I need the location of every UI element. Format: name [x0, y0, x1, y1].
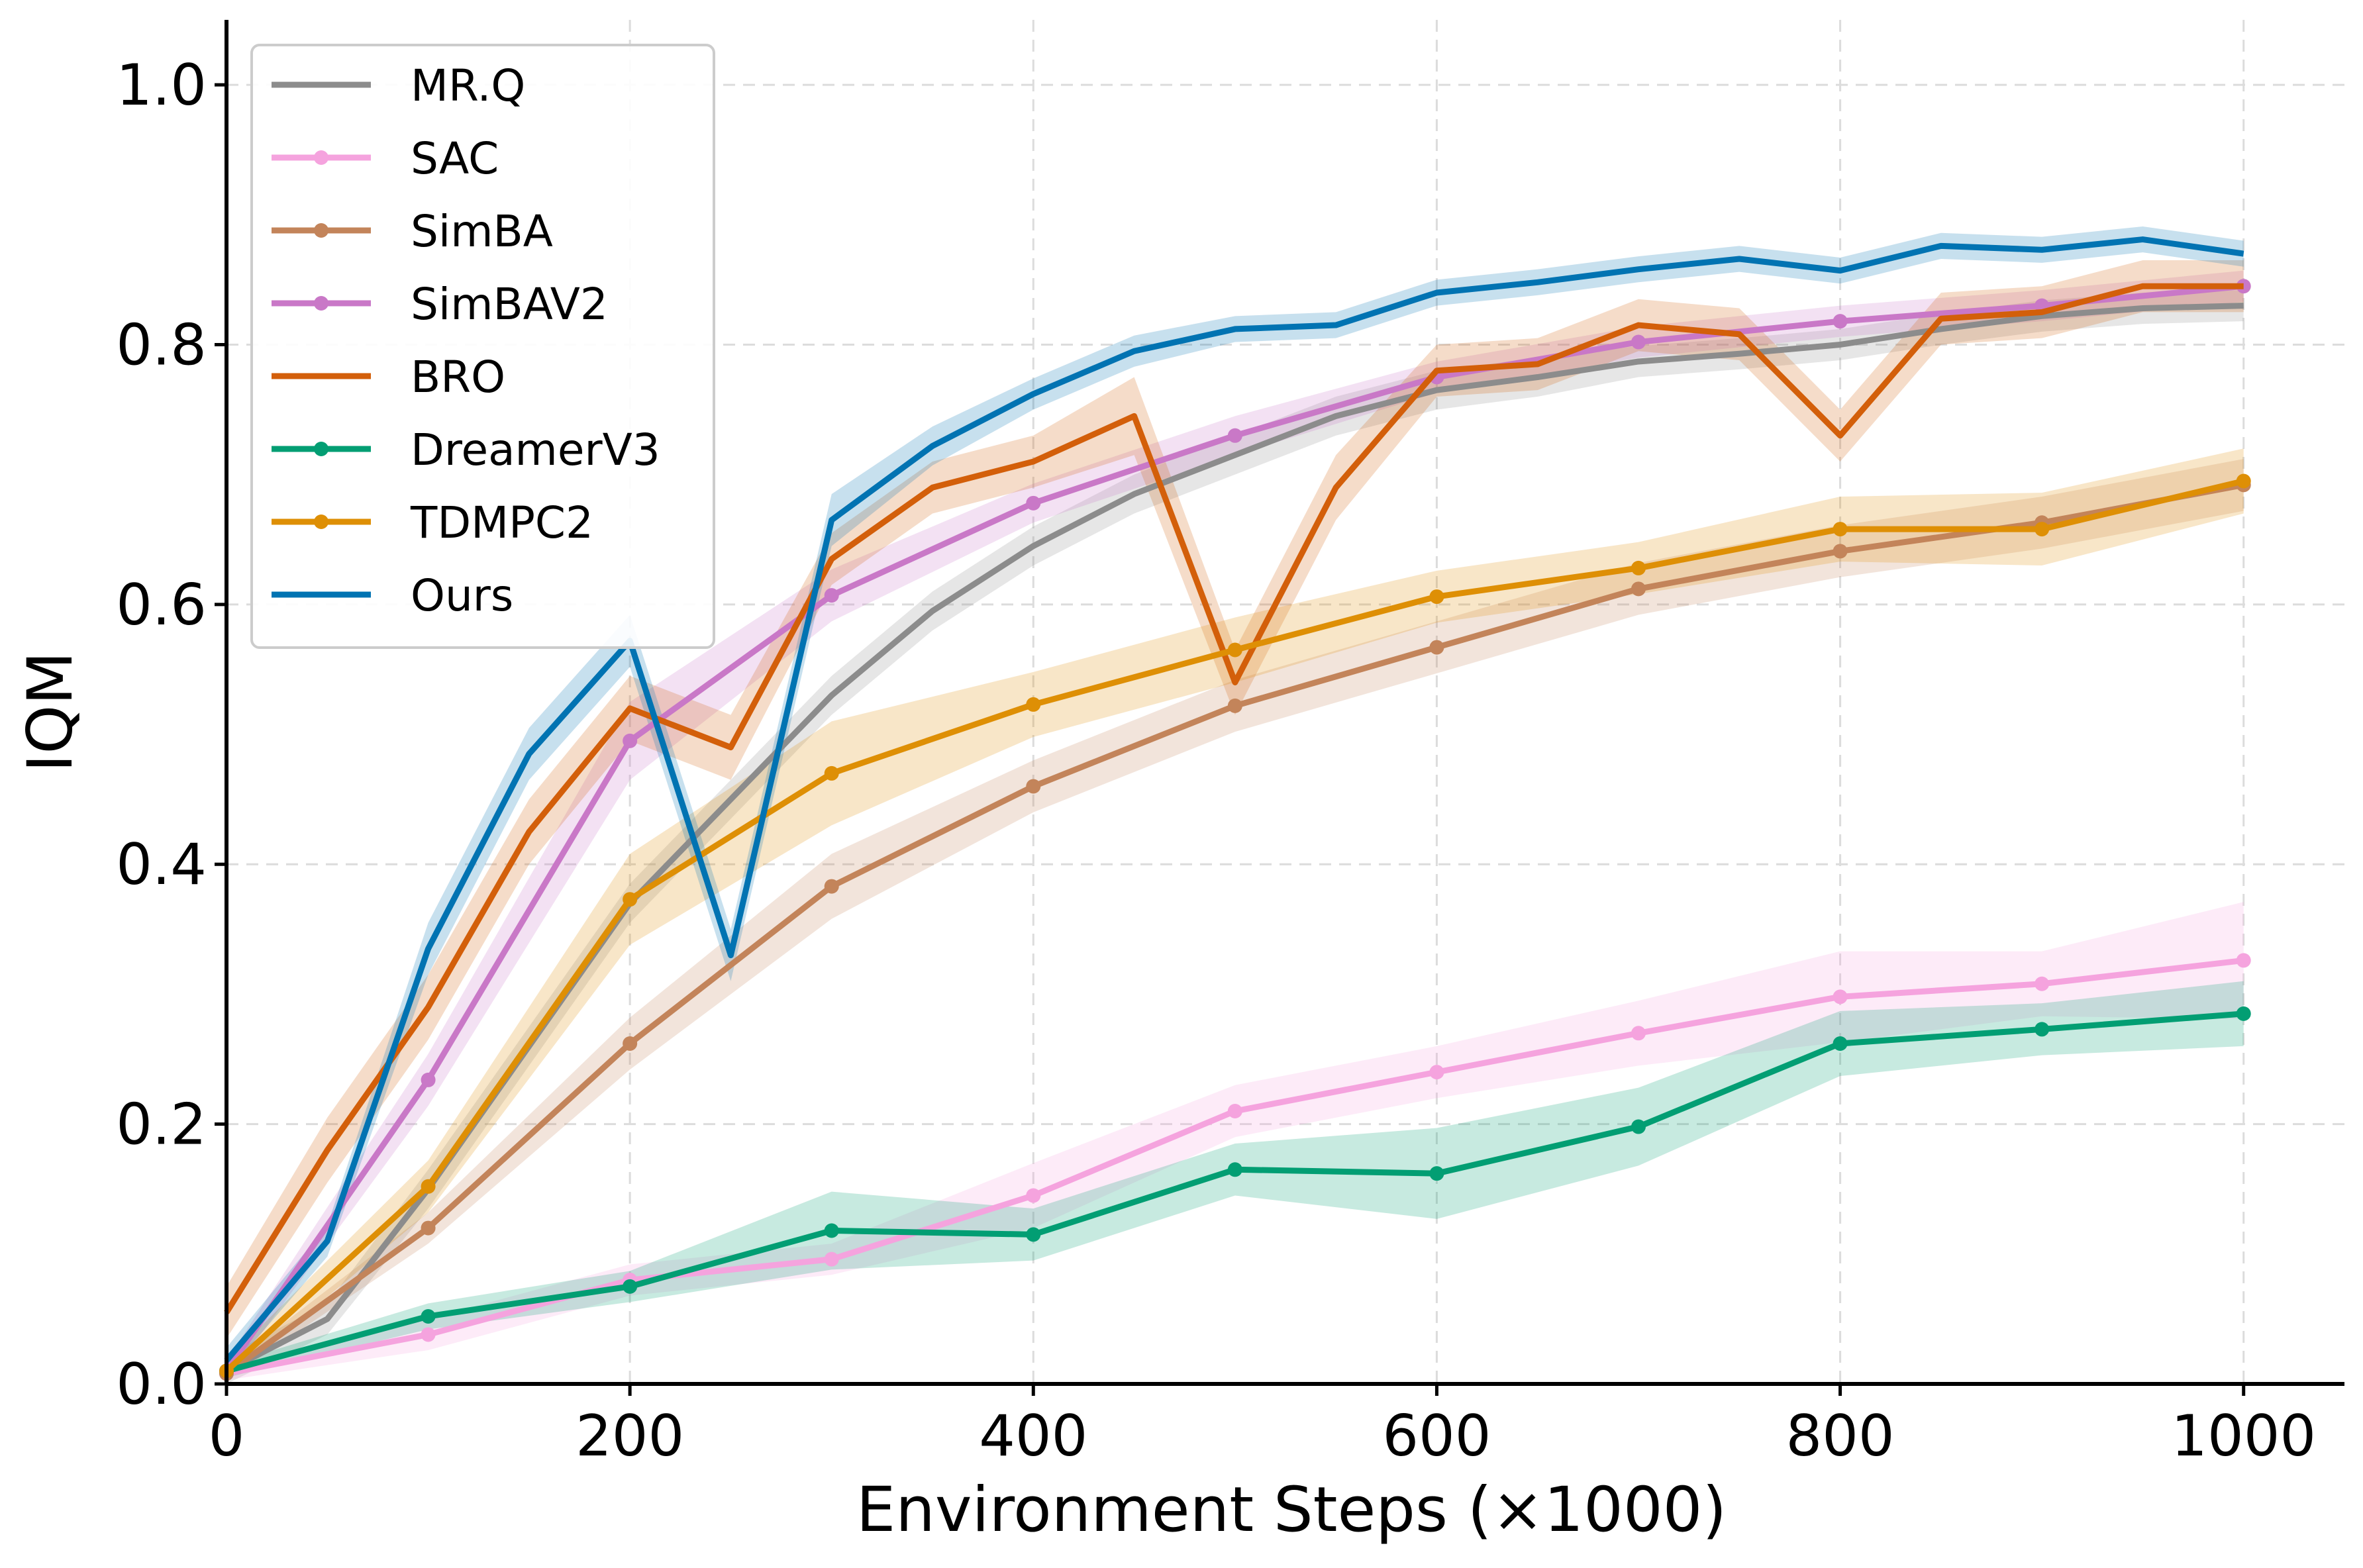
data-point [824, 1251, 839, 1267]
data-point [1833, 1036, 1848, 1051]
data-point [1833, 314, 1848, 329]
data-point [1631, 560, 1646, 575]
data-point [1631, 581, 1646, 597]
legend-label: SimBA [411, 206, 553, 257]
y-tick-label: 0.4 [116, 832, 207, 898]
x-tick-label: 400 [979, 1403, 1087, 1469]
legend-marker [314, 514, 328, 529]
x-axis-title: Environment Steps (×1000) [856, 1474, 1727, 1546]
confidence-band [226, 448, 2244, 1382]
x-tick-label: 800 [1785, 1403, 1894, 1469]
y-axis-title: IQM [15, 652, 87, 773]
axes [215, 20, 2344, 1396]
data-point [623, 1036, 638, 1051]
data-point [824, 765, 839, 781]
legend-label: TDMPC2 [410, 497, 593, 548]
data-point [2035, 1022, 2050, 1037]
data-point [623, 892, 638, 907]
legend-label: DreamerV3 [411, 424, 660, 475]
confidence-band [226, 981, 2244, 1378]
data-point [421, 1220, 436, 1236]
data-point [2236, 1006, 2251, 1021]
legend-label: BRO [411, 352, 505, 403]
data-point [1026, 1227, 1041, 1242]
legend-box [250, 44, 715, 649]
data-point [1026, 495, 1041, 511]
grid-lines [226, 20, 2344, 1384]
data-point [1631, 334, 1646, 350]
data-point [1429, 1166, 1444, 1181]
data-point [824, 588, 839, 603]
legend-label: SimBAV2 [411, 279, 608, 330]
data-point [421, 1179, 436, 1194]
legend-marker [314, 150, 328, 165]
data-point [1227, 428, 1242, 443]
legend-marker [314, 223, 328, 238]
y-tick-label: 0.2 [116, 1092, 207, 1158]
data-point [2236, 473, 2251, 489]
data-point [1429, 1065, 1444, 1080]
legend-label: SAC [411, 133, 499, 184]
data-point [824, 879, 839, 894]
data-point [1429, 589, 1444, 605]
legend-marker [314, 442, 328, 456]
data-point [1631, 1026, 1646, 1041]
legend-marker [314, 296, 328, 311]
series-line [224, 236, 2244, 1363]
data-point [1026, 697, 1041, 712]
data-point [421, 1308, 436, 1324]
data-point [1227, 1162, 1242, 1177]
data-point [623, 733, 638, 748]
data-point [421, 1327, 436, 1342]
legend-label: MR.Q [411, 60, 525, 111]
data-point [2236, 953, 2251, 968]
series-lines [219, 236, 2251, 1381]
y-tick-label: 1.0 [116, 52, 207, 119]
tick-labels: 0 200 400 600 800 1000 0.0 0.2 0.4 0.6 0.8 1.0 [116, 52, 2316, 1469]
y-tick-label: 0.8 [116, 312, 207, 378]
data-point [1026, 779, 1041, 794]
legend: MR.Q SAC SimBA SimBAV2 BRO DreamerV3 TDMPC2 Our… [250, 44, 715, 649]
data-point [1026, 1188, 1041, 1203]
data-point [2035, 976, 2050, 991]
data-point [1833, 544, 1848, 559]
data-point [824, 1223, 839, 1238]
data-point [421, 1072, 436, 1087]
legend-label: Ours [411, 570, 513, 621]
data-point [1631, 1119, 1646, 1134]
data-point [1429, 640, 1444, 655]
y-tick-label: 0.0 [116, 1351, 207, 1418]
series-line [224, 283, 2244, 1314]
x-tick-label: 200 [576, 1403, 684, 1469]
data-point [1227, 1104, 1242, 1118]
x-tick-label: 1000 [2171, 1403, 2316, 1469]
data-point [1227, 642, 1242, 658]
data-point [1227, 698, 1242, 713]
x-tick-label: 600 [1382, 1403, 1491, 1469]
data-point [1833, 522, 1848, 537]
data-point [623, 1279, 638, 1294]
data-point [1833, 989, 1848, 1004]
data-point [2035, 522, 2050, 537]
y-tick-label: 0.6 [116, 572, 207, 638]
x-tick-label: 0 [209, 1403, 245, 1469]
